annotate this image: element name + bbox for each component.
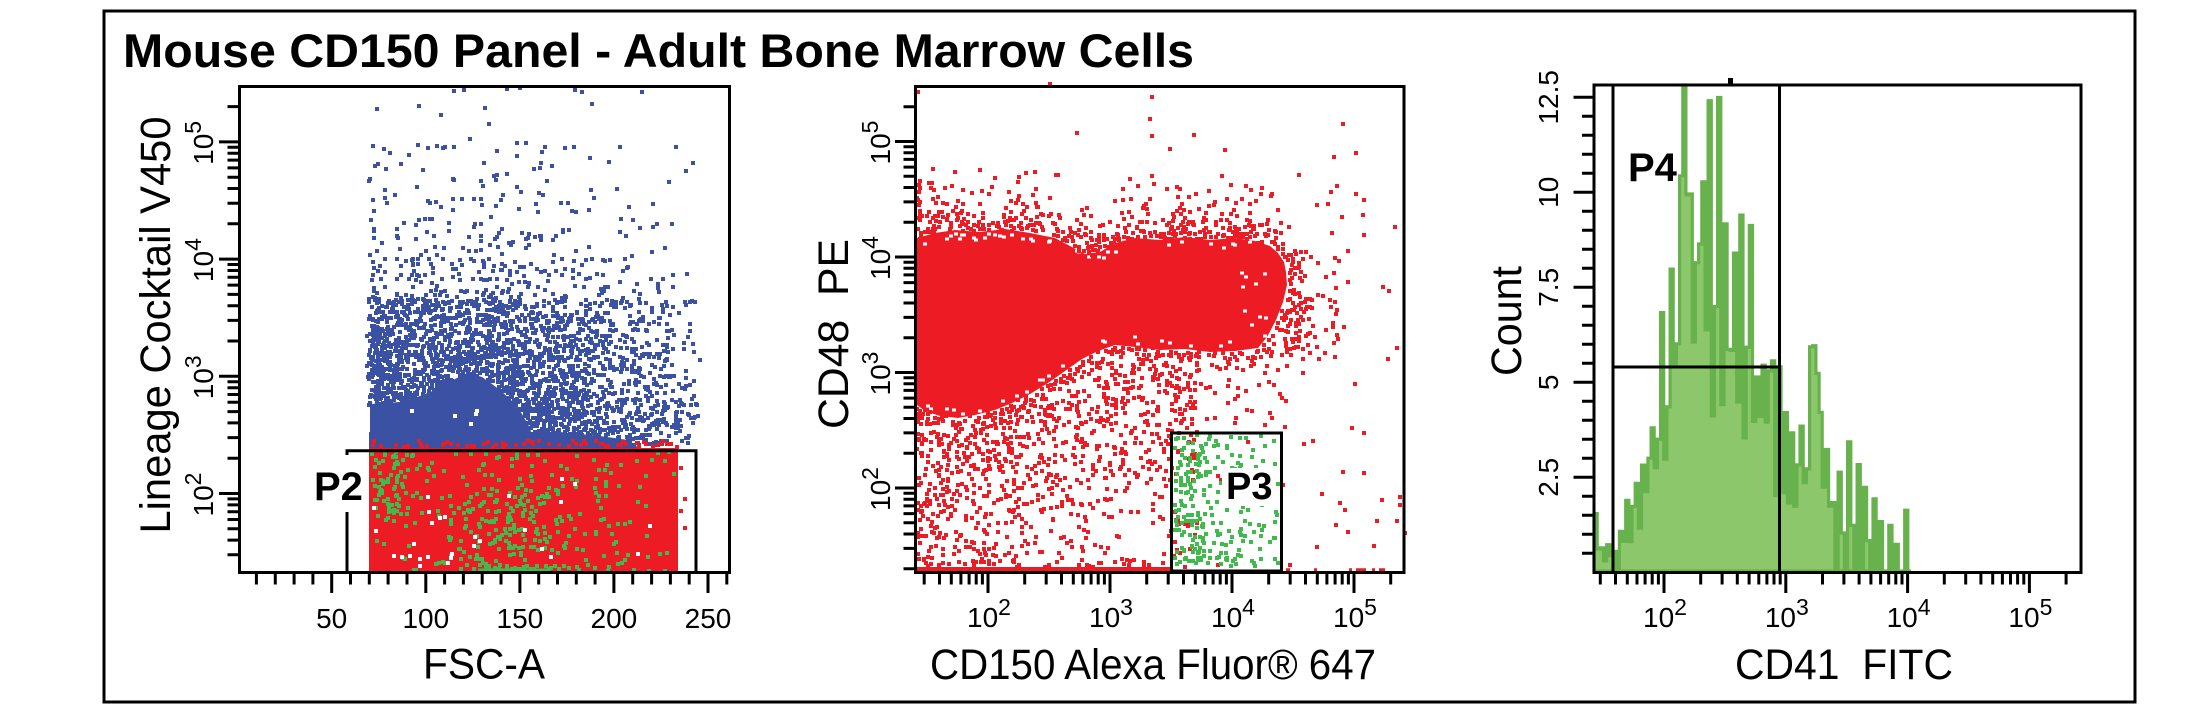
- svg-text:CD48 PE: CD48 PE: [810, 239, 858, 429]
- svg-text:P3: P3: [1226, 466, 1272, 508]
- svg-text:150: 150: [497, 603, 544, 634]
- svg-text:50: 50: [316, 603, 347, 634]
- svg-text:P2: P2: [314, 465, 363, 509]
- svg-text:12.5: 12.5: [1533, 70, 1564, 125]
- svg-text:CD150 Alexa Fluor® 647: CD150 Alexa Fluor® 647: [930, 641, 1376, 689]
- svg-text:5: 5: [1533, 375, 1564, 391]
- svg-text:100: 100: [402, 603, 449, 634]
- svg-text:7.5: 7.5: [1533, 268, 1564, 307]
- svg-text:Count: Count: [1483, 266, 1531, 376]
- svg-text:CD41 FITC: CD41 FITC: [1735, 641, 1953, 689]
- svg-text:200: 200: [591, 603, 638, 634]
- svg-text:10: 10: [1533, 177, 1564, 208]
- svg-text:FSC-A: FSC-A: [423, 641, 545, 689]
- svg-text:Mouse CD150 Panel - Adult Bone: Mouse CD150 Panel - Adult Bone Marrow Ce…: [123, 24, 1194, 77]
- svg-text:2.5: 2.5: [1533, 458, 1564, 497]
- svg-text:250: 250: [685, 603, 732, 634]
- svg-text:P4: P4: [1628, 146, 1678, 190]
- svg-text:Lineage Cocktail V450: Lineage Cocktail V450: [132, 117, 180, 534]
